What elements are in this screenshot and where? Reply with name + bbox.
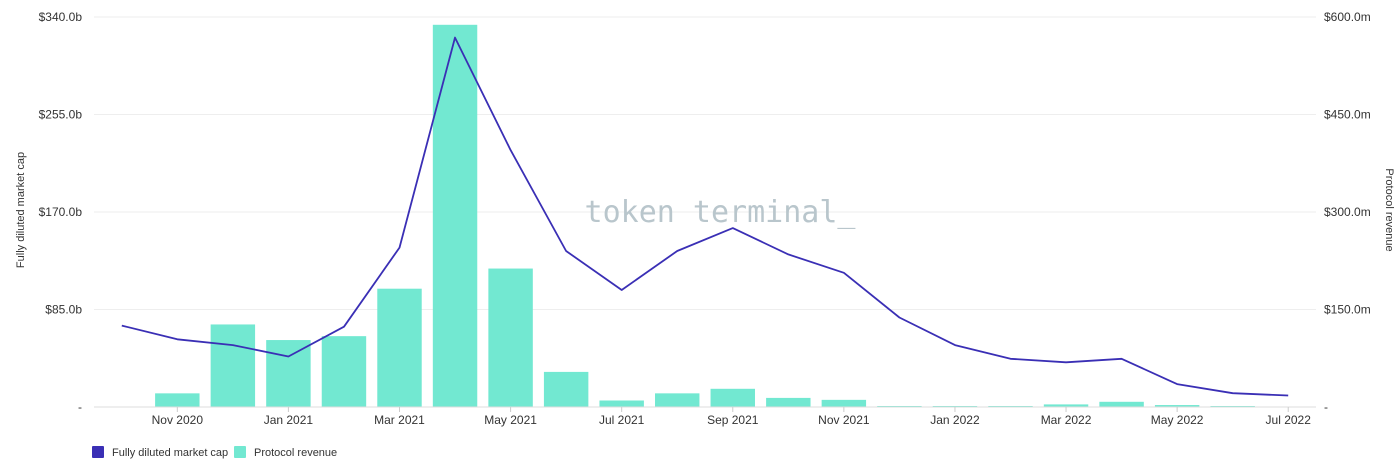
right-tick-label: $150.0m	[1324, 303, 1371, 317]
market-cap-point[interactable]	[564, 249, 569, 254]
market-cap-line-series	[119, 35, 1291, 398]
legend-swatch-market-cap	[92, 446, 104, 458]
revenue-bar[interactable]	[321, 336, 367, 407]
legend-label-market-cap: Fully diluted market cap	[112, 447, 228, 459]
market-cap-point[interactable]	[1286, 393, 1291, 398]
market-cap-point[interactable]	[841, 270, 846, 275]
market-cap-point[interactable]	[1230, 391, 1235, 396]
legend-item-protocol-revenue[interactable]: Protocol revenue	[234, 446, 337, 459]
revenue-bar[interactable]	[488, 268, 533, 407]
market-cap-point[interactable]	[1175, 382, 1180, 387]
market-cap-point[interactable]	[508, 148, 513, 153]
x-tick-label: Mar 2022	[1041, 413, 1092, 427]
x-tick-label: Mar 2021	[374, 413, 425, 427]
x-tick-label: Jul 2022	[1266, 413, 1312, 427]
market-cap-point[interactable]	[286, 354, 291, 359]
market-cap-point[interactable]	[786, 252, 791, 257]
left-tick-label: $170.0b	[39, 205, 83, 219]
left-tick-label: $340.0b	[39, 10, 83, 24]
left-tick-label: $255.0b	[39, 108, 83, 122]
left-tick-label: $85.0b	[45, 303, 82, 317]
market-cap-point[interactable]	[1119, 356, 1124, 361]
x-tick-label: Jan 2021	[264, 413, 314, 427]
market-cap-point[interactable]	[1008, 356, 1013, 361]
revenue-bar[interactable]	[210, 324, 256, 407]
revenue-bar[interactable]	[1099, 401, 1144, 407]
market-cap-point[interactable]	[952, 343, 957, 348]
right-tick-label: -	[1324, 400, 1328, 414]
market-cap-point[interactable]	[119, 323, 124, 328]
revenue-bar[interactable]	[543, 371, 589, 407]
revenue-bar[interactable]	[766, 397, 811, 407]
revenue-bar[interactable]	[710, 388, 755, 407]
revenue-bar[interactable]	[821, 399, 867, 407]
revenue-bar[interactable]	[599, 400, 644, 408]
legend: Fully diluted market cap Protocol revenu…	[92, 446, 337, 459]
x-tick-label: May 2021	[484, 413, 537, 427]
market-cap-point[interactable]	[619, 288, 624, 293]
watermark: token terminal_	[585, 195, 857, 230]
revenue-bar[interactable]	[1043, 404, 1089, 407]
market-cap-point[interactable]	[453, 35, 458, 40]
market-cap-point[interactable]	[230, 343, 235, 348]
revenue-bar[interactable]	[266, 340, 311, 407]
left-tick-label: -	[78, 400, 82, 414]
x-tick-label: May 2022	[1151, 413, 1204, 427]
market-cap-point[interactable]	[397, 245, 402, 250]
right-axis-title: Protocol revenue	[1383, 168, 1395, 251]
right-tick-label: $450.0m	[1324, 108, 1371, 122]
market-cap-point[interactable]	[341, 324, 346, 329]
x-tick-label: Jul 2021	[599, 413, 645, 427]
protocol-revenue-bars	[155, 24, 1255, 408]
right-tick-label: $300.0m	[1324, 205, 1371, 219]
gridlines	[94, 16, 1316, 310]
market-cap-point[interactable]	[897, 315, 902, 320]
revenue-bar[interactable]	[1154, 405, 1200, 407]
revenue-bar[interactable]	[432, 24, 478, 408]
left-axis-ticks: - $85.0b $170.0b $255.0b $340.0b	[39, 10, 83, 414]
market-cap-line[interactable]	[121, 36, 1289, 397]
revenue-bar[interactable]	[377, 288, 422, 407]
market-cap-point[interactable]	[1064, 360, 1069, 365]
x-tick-label: Jan 2022	[930, 413, 980, 427]
revenue-bar[interactable]	[655, 393, 700, 407]
legend-label-protocol-revenue: Protocol revenue	[254, 447, 337, 459]
left-axis-title: Fully diluted market cap	[15, 152, 27, 268]
x-tick-label: Nov 2021	[818, 413, 870, 427]
right-axis-ticks: - $150.0m $300.0m $450.0m $600.0m	[1324, 10, 1371, 414]
x-tick-label: Sep 2021	[707, 413, 759, 427]
x-axis-ticks: Nov 2020 Jan 2021 Mar 2021 May 2021 Jul 2021…	[152, 407, 1312, 427]
market-cap-point[interactable]	[675, 249, 680, 254]
legend-swatch-protocol-revenue	[234, 446, 246, 458]
revenue-bar[interactable]	[155, 393, 200, 407]
market-cap-point[interactable]	[175, 337, 180, 342]
x-tick-label: Nov 2020	[152, 413, 204, 427]
right-tick-label: $600.0m	[1324, 10, 1371, 24]
legend-item-market-cap[interactable]: Fully diluted market cap	[92, 446, 228, 459]
